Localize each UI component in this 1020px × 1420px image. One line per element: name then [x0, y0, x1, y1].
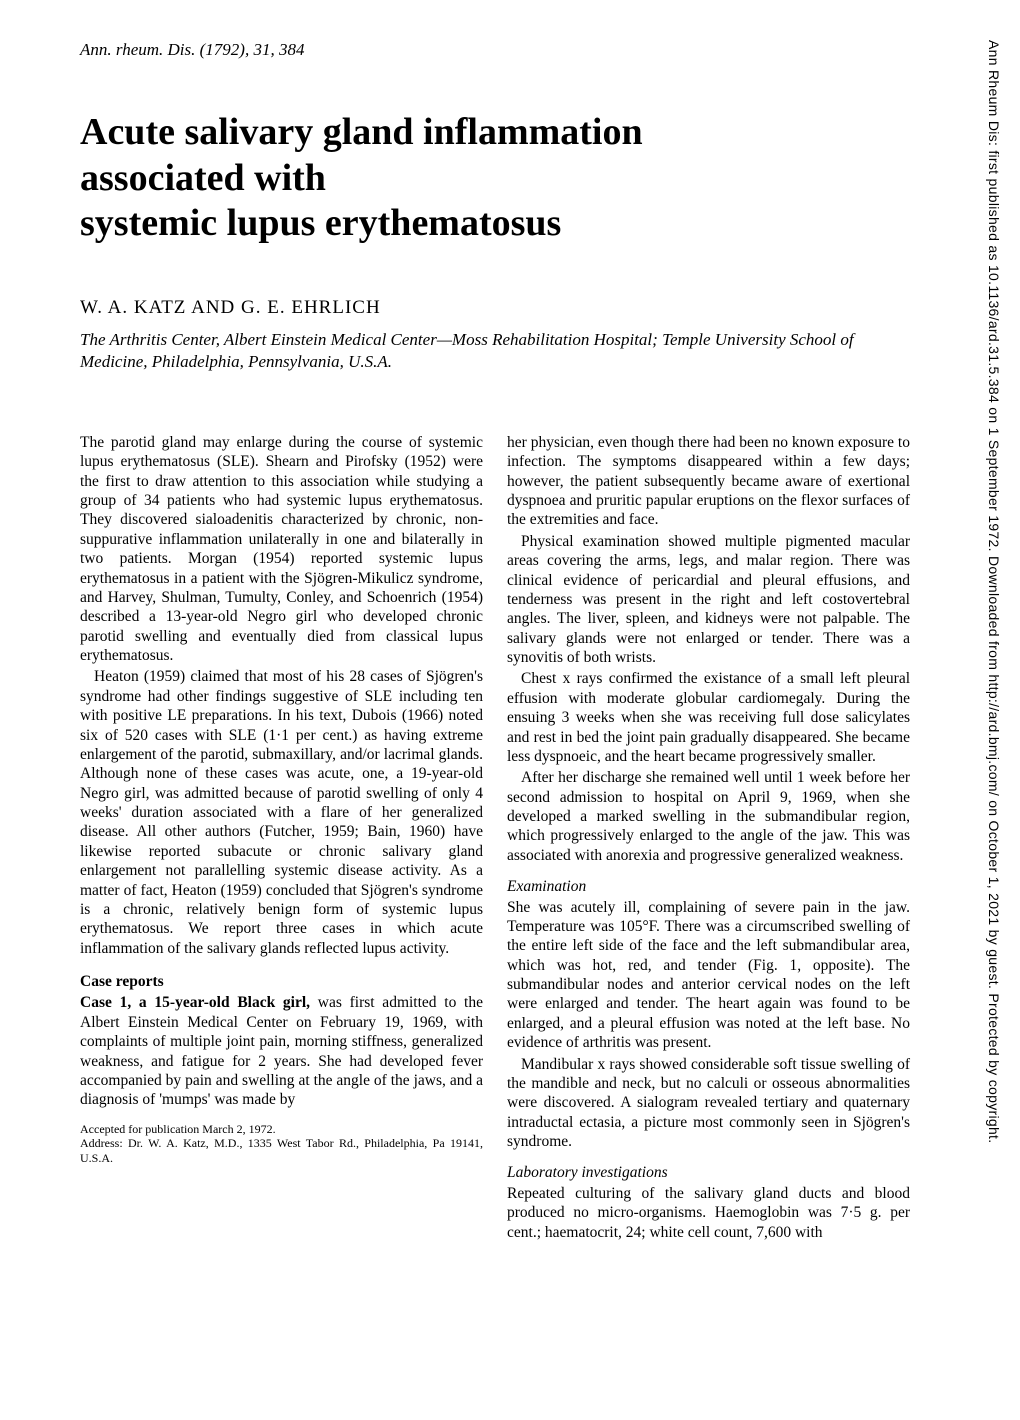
- authors: W. A. KATZ AND G. E. EHRLICH: [80, 297, 910, 319]
- journal-reference: Ann. rheum. Dis. (1792), 31, 384: [80, 40, 910, 60]
- footnote-accepted: Accepted for publication March 2, 1972.: [80, 1122, 483, 1136]
- column-left: The parotid gland may enlarge during the…: [80, 433, 483, 1244]
- download-sidebar-text: Ann Rheum Dis: first published as 10.113…: [986, 40, 1002, 1380]
- article-title: Acute salivary gland inflammation associ…: [80, 110, 910, 247]
- examination-heading: Examination: [507, 877, 910, 896]
- case-1-label: Case 1, a 15-year-old Black girl,: [80, 994, 310, 1011]
- para-intro-2: Heaton (1959) claimed that most of his 2…: [80, 667, 483, 958]
- para-r3: Chest x rays confirmed the existance of …: [507, 669, 910, 766]
- affiliation: The Arthritis Center, Albert Einstein Me…: [80, 329, 910, 373]
- para-intro-1: The parotid gland may enlarge during the…: [80, 433, 483, 666]
- para-r2: Physical examination showed multiple pig…: [507, 532, 910, 668]
- para-lab-1: Repeated culturing of the salivary gland…: [507, 1184, 910, 1242]
- para-exam-2: Mandibular x rays showed considerable so…: [507, 1055, 910, 1152]
- footnote: Accepted for publication March 2, 1972. …: [80, 1122, 483, 1165]
- body-columns: The parotid gland may enlarge during the…: [80, 433, 910, 1244]
- column-right: her physician, even though there had bee…: [507, 433, 910, 1244]
- footnote-address: Address: Dr. W. A. Katz, M.D., 1335 West…: [80, 1136, 483, 1165]
- case-reports-heading: Case reports: [80, 972, 483, 991]
- title-line-1: Acute salivary gland inflammation: [80, 111, 643, 153]
- lab-heading: Laboratory investigations: [507, 1163, 910, 1182]
- para-r4: After her discharge she remained well un…: [507, 768, 910, 865]
- case-1-text: was first admitted to the Albert Einstei…: [80, 994, 483, 1108]
- title-line-3: systemic lupus erythematosus: [80, 202, 561, 244]
- para-exam-1: She was acutely ill, complaining of seve…: [507, 898, 910, 1053]
- title-line-2: associated with: [80, 157, 326, 199]
- para-r1: her physician, even though there had bee…: [507, 433, 910, 530]
- case-1-para: Case 1, a 15-year-old Black girl, was fi…: [80, 993, 483, 1109]
